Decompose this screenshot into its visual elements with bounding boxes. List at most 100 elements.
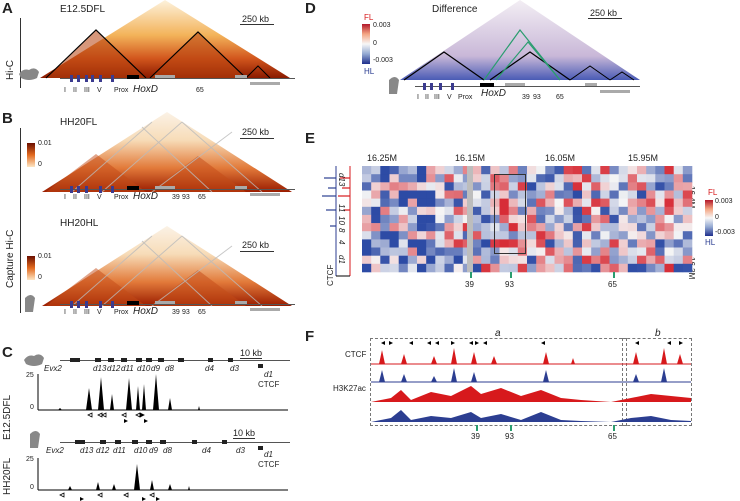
panel-b-top-cmax: 0.01	[38, 140, 52, 147]
heatmap-cell	[591, 190, 601, 199]
heatmap-cell	[536, 198, 546, 208]
heatmap-cell	[591, 231, 601, 240]
heatmap-cell	[371, 255, 381, 265]
heatmap-cell	[380, 214, 390, 224]
heatmap-cell	[545, 190, 555, 199]
panel-e-site-39: 39	[465, 280, 474, 289]
heatmap-cell	[508, 206, 519, 216]
panel-b-top-gene-V: V	[97, 194, 102, 201]
heatmap-cell	[508, 263, 519, 273]
panel-a-gene-hoxd: HoxD	[133, 84, 159, 95]
heatmap-cell	[609, 174, 619, 183]
panel-a-label: A	[2, 0, 13, 17]
heatmap-cell	[389, 198, 399, 208]
heatmap-cell	[655, 255, 665, 265]
heatmap-cell	[618, 190, 629, 199]
heatmap-cell	[582, 198, 592, 208]
heatmap-cell	[582, 182, 592, 191]
heatmap-cell	[664, 231, 674, 240]
heatmap-cell	[563, 198, 574, 208]
heatmap-cell	[664, 214, 674, 224]
heatmap-cell	[472, 198, 482, 208]
heatmap-cell	[554, 214, 564, 224]
heatmap-cell	[435, 190, 445, 199]
heatmap-cell	[618, 166, 629, 175]
heatmap-cell	[682, 206, 693, 216]
heatmap-cell	[536, 182, 546, 191]
panel-d-scalebar	[588, 18, 622, 19]
heatmap-cell	[508, 198, 519, 208]
heatmap-cell	[600, 174, 610, 183]
heatmap-cell	[627, 223, 638, 232]
heatmap-cell	[371, 174, 381, 183]
heatmap-cell	[600, 206, 610, 216]
panel-e-heatmap	[362, 166, 693, 273]
heatmap-cell	[545, 198, 555, 208]
heatmap-cell	[389, 182, 399, 191]
panel-b-bottom-heatmap	[42, 226, 292, 307]
heatmap-cell	[362, 247, 372, 256]
heatmap-cell	[453, 182, 464, 191]
heatmap-cell	[554, 263, 564, 273]
heatmap-cell	[582, 214, 592, 224]
heatmap-cell	[472, 174, 482, 183]
panel-c-top-gene-d4: d4	[205, 364, 214, 373]
heatmap-cell	[554, 255, 564, 265]
panel-c-bottom-gene-d11: d11	[113, 446, 126, 455]
heatmap-cell	[435, 198, 445, 208]
heatmap-cell	[572, 247, 583, 256]
panel-e-label: E	[305, 130, 316, 147]
heatmap-cell	[618, 182, 629, 191]
heatmap-cell	[362, 166, 372, 175]
panel-e-xtick-3: 16.05M	[545, 153, 576, 163]
panel-c-bottom-gene-track	[30, 431, 290, 450]
heatmap-cell	[646, 182, 656, 191]
panel-e-gene-4: 4	[337, 240, 346, 245]
heatmap-cell	[664, 190, 674, 199]
heatmap-cell	[517, 206, 528, 216]
heatmap-cell	[435, 247, 445, 256]
heatmap-cell	[536, 214, 546, 224]
heatmap-cell	[591, 182, 601, 191]
panel-f-track-h3k27ac: H3K27ac	[333, 384, 366, 393]
heatmap-cell	[682, 198, 693, 208]
heatmap-cell	[618, 239, 629, 248]
panel-c-top-ymax: 25	[26, 372, 34, 379]
heatmap-cell	[472, 255, 482, 265]
heatmap-cell	[618, 214, 629, 224]
panel-c-top-scale: 10 kb	[240, 348, 263, 358]
heatmap-cell	[591, 247, 601, 256]
heatmap-cell	[362, 182, 372, 191]
heatmap-cell	[554, 198, 564, 208]
heatmap-cell	[673, 182, 684, 191]
panel-f-site-65: 65	[608, 432, 617, 441]
heatmap-cell	[600, 247, 610, 256]
panel-c-top-gene-track	[24, 354, 290, 368]
heatmap-cell	[490, 214, 500, 224]
heatmap-cell	[444, 239, 454, 248]
heatmap-cell	[527, 182, 537, 191]
heatmap-cell	[618, 255, 629, 265]
heatmap-cell	[371, 190, 381, 199]
heatmap-cell	[563, 263, 574, 273]
heatmap-cell	[563, 223, 574, 232]
panel-c-bottom-gene-evx2: Evx2	[46, 446, 64, 455]
panel-f-site-93: 93	[505, 432, 514, 441]
heatmap-cell	[362, 190, 372, 199]
heatmap-cell	[435, 223, 445, 232]
heatmap-cell	[664, 166, 674, 175]
panel-e-gene-8: 8	[337, 228, 346, 233]
heatmap-cell	[362, 255, 372, 265]
heatmap-cell	[655, 206, 665, 216]
heatmap-cell	[646, 214, 656, 224]
heatmap-cell	[426, 231, 436, 240]
heatmap-cell	[600, 263, 610, 273]
heatmap-cell	[490, 247, 500, 256]
panel-e-ctcf-tracks	[322, 166, 351, 277]
panel-c-top-ymin: 0	[30, 404, 34, 411]
panel-d-gene-V: V	[447, 94, 452, 101]
panel-d-gene-I: I	[417, 94, 419, 101]
heatmap-cell	[637, 231, 647, 240]
panel-a-tad-outline-right	[149, 31, 247, 79]
heatmap-cell	[362, 198, 372, 208]
